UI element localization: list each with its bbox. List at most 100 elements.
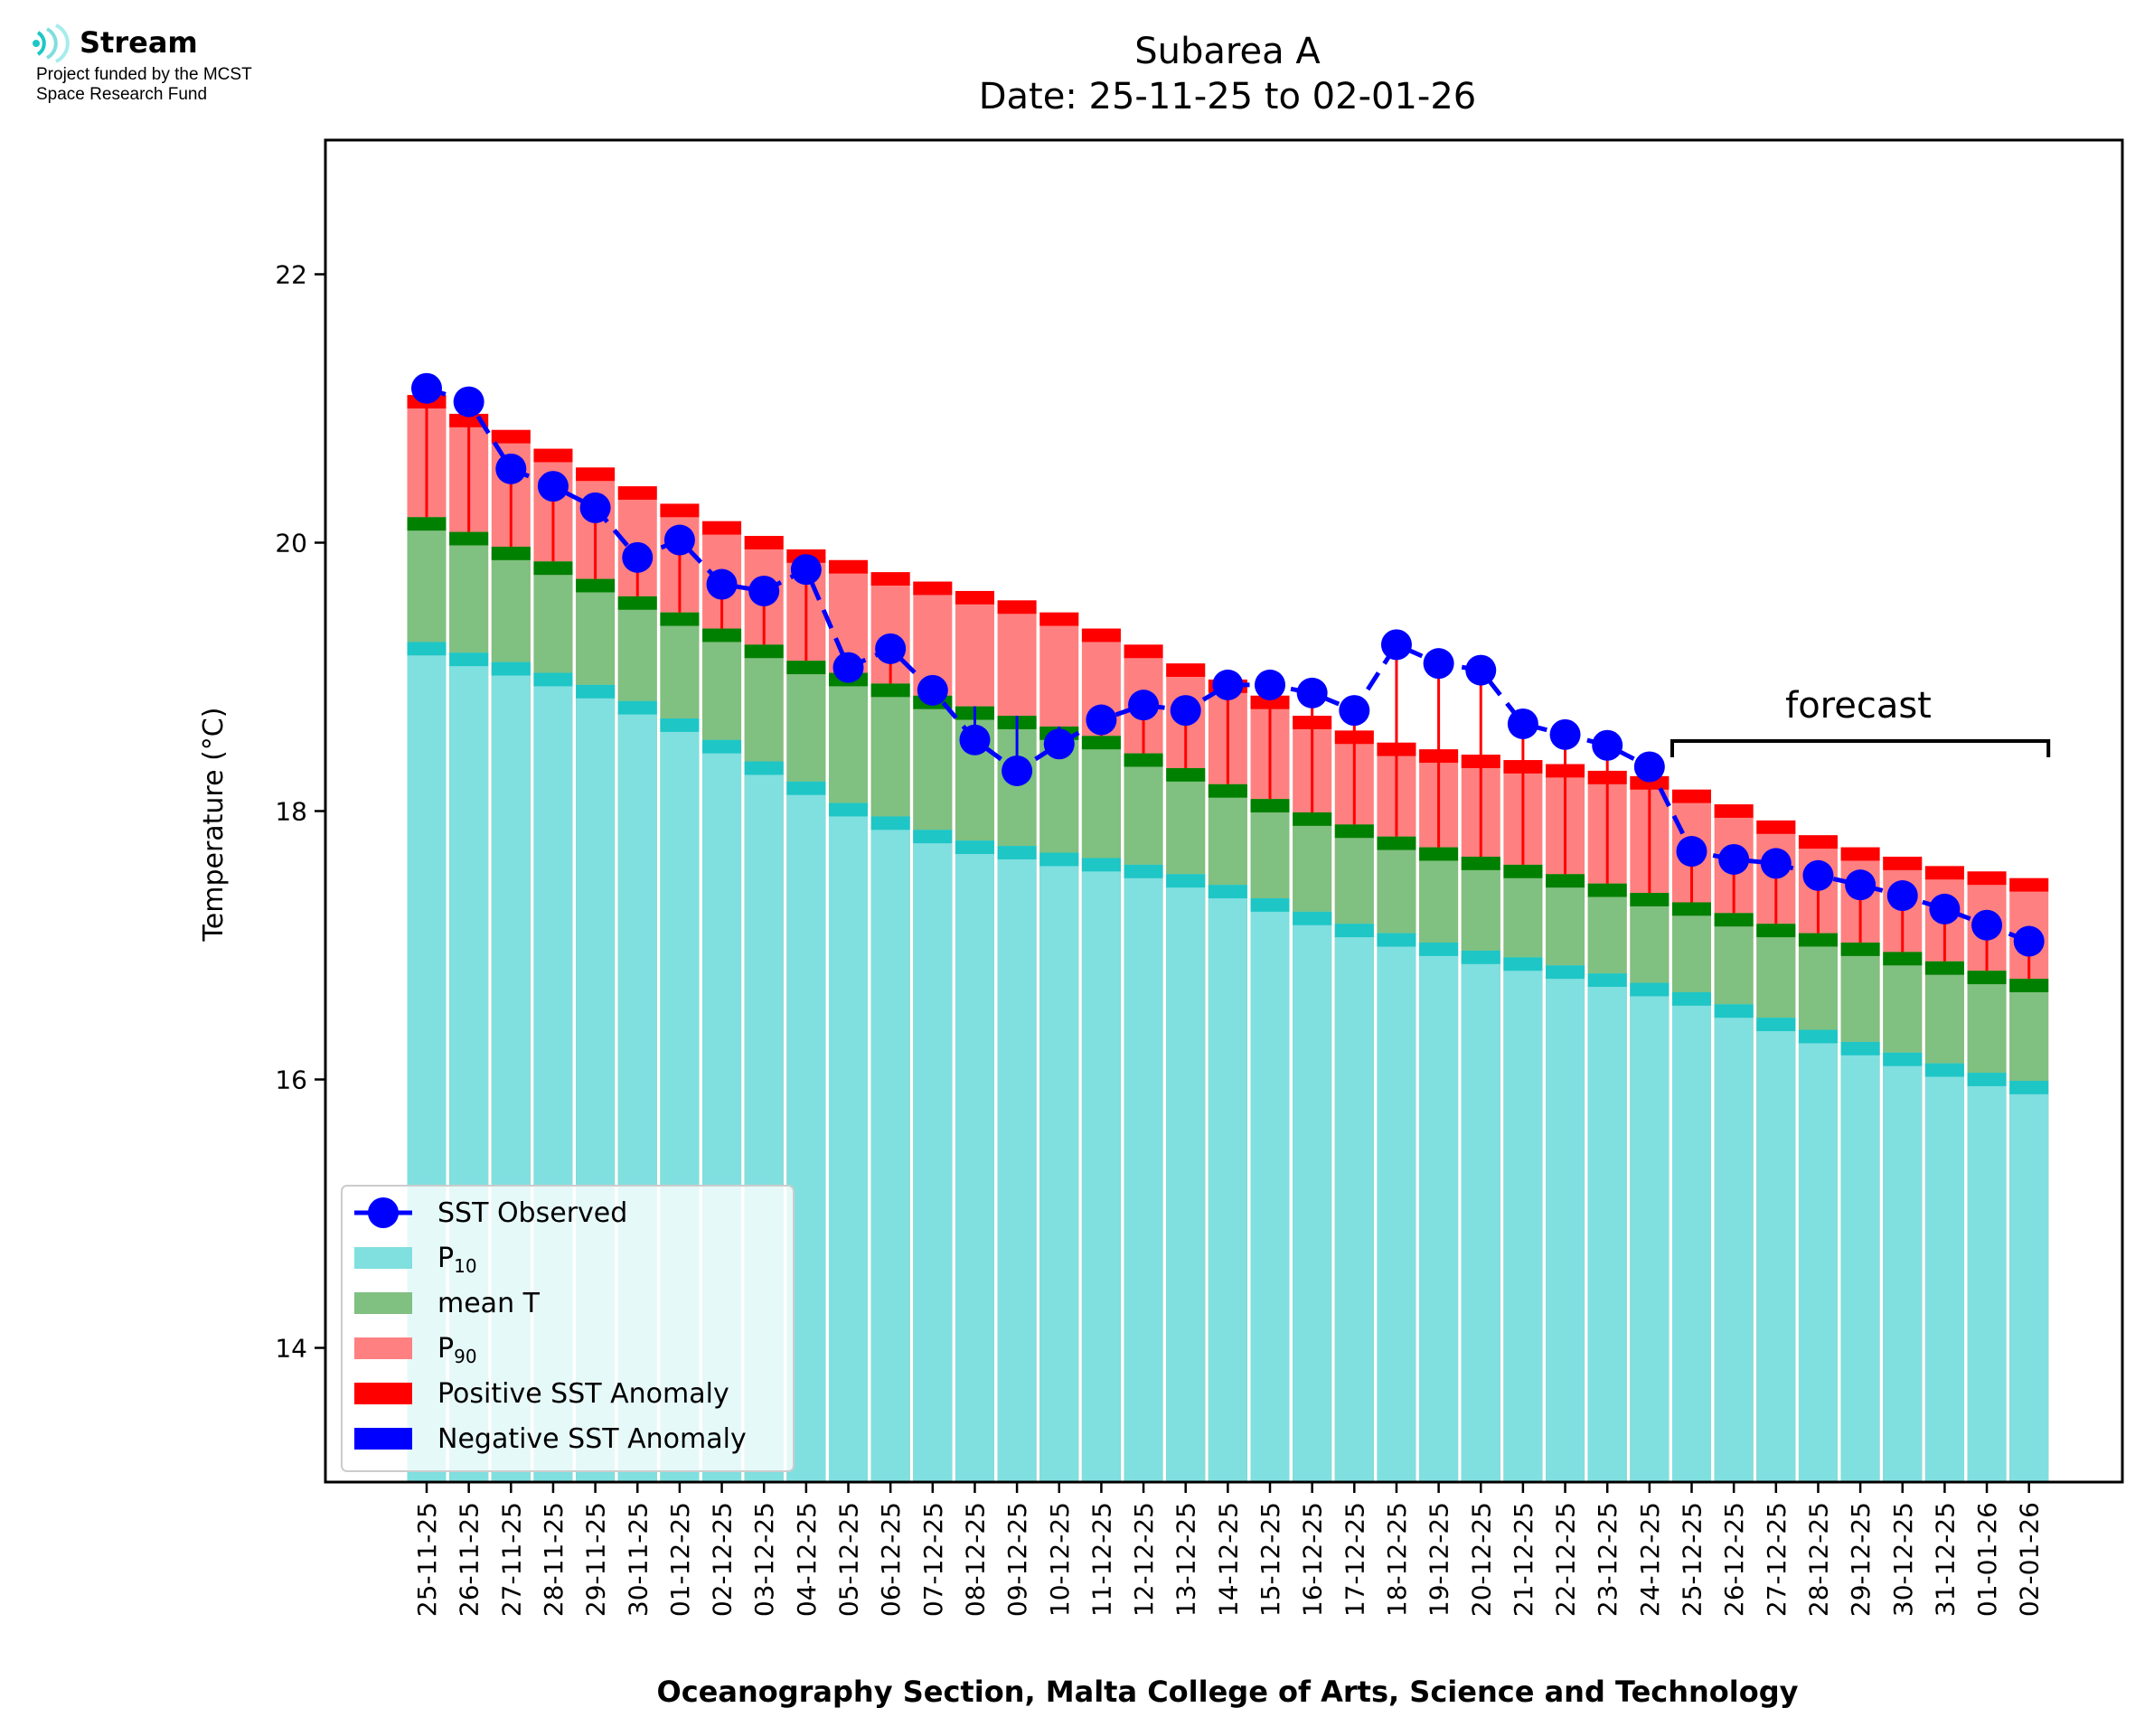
legend-label-4: Positive SST Anomaly [437, 1378, 729, 1410]
x-tick-label-07-12-25: 07-12-25 [918, 1502, 948, 1617]
bar-mean-top-29-12-25 [1840, 943, 1880, 956]
x-tick-label-11-12-25: 11-12-25 [1086, 1502, 1116, 1617]
bar-p10-top-30-11-25 [617, 700, 657, 715]
bar-p10-top-11-12-25 [1081, 858, 1121, 872]
sst-observed-point-30-11-25 [622, 541, 654, 573]
x-tick-label-03-12-25: 03-12-25 [749, 1502, 779, 1617]
bar-p10-top-21-12-25 [1503, 957, 1543, 971]
bar-p10-top-15-12-25 [1250, 898, 1290, 912]
bar-mean-top-20-12-25 [1461, 856, 1500, 870]
sst-observed-point-02-12-25 [706, 568, 738, 600]
sst-observed-point-28-11-25 [537, 471, 569, 502]
sst-observed-point-04-12-25 [790, 554, 822, 586]
y-tick-label-14: 14 [275, 1334, 307, 1364]
bar-mean-top-26-12-25 [1714, 913, 1754, 927]
sst-observed-point-05-12-25 [832, 652, 864, 683]
x-tick-label-10-12-25: 10-12-25 [1045, 1502, 1075, 1617]
bar-mean-top-26-11-25 [449, 531, 489, 546]
x-tick-label-28-12-25: 28-12-25 [1803, 1502, 1833, 1617]
bar-mean-top-24-12-25 [1630, 893, 1670, 906]
bar-p10-top-28-12-25 [1798, 1029, 1838, 1044]
y-tick-label-18: 18 [275, 797, 307, 827]
x-tick-label-02-01-26: 02-01-26 [2015, 1502, 2045, 1617]
bar-p90-top-06-12-25 [870, 572, 910, 586]
bar-mean-top-23-12-25 [1587, 883, 1627, 897]
legend-patch-4 [354, 1383, 412, 1404]
sst-observed-point-10-12-25 [1043, 728, 1075, 760]
forecast-annotation: forecast [1670, 685, 2051, 757]
bar-p10-11-12-25 [1081, 858, 1121, 1482]
sst-observed-point-30-12-25 [1886, 880, 1918, 912]
bar-p10-top-05-12-25 [829, 802, 868, 817]
logo-funding-line-2: Space Research Fund [36, 85, 208, 104]
sst-observed-point-08-12-25 [959, 724, 991, 755]
sst-observed-point-23-12-25 [1592, 729, 1623, 761]
x-tick-label-17-12-25: 17-12-25 [1340, 1502, 1369, 1617]
bar-mean-top-31-12-25 [1924, 961, 1964, 975]
bar-p90-top-07-12-25 [913, 581, 953, 596]
legend-label-0: SST Observed [437, 1197, 627, 1229]
bar-mean-top-15-12-25 [1250, 799, 1290, 812]
x-tick-label-01-01-26: 01-01-26 [1972, 1502, 2002, 1617]
bar-p10-22-12-25 [1546, 965, 1585, 1482]
bar-p10-top-22-12-25 [1546, 965, 1585, 980]
bar-p10-top-19-12-25 [1419, 943, 1459, 956]
bar-p90-top-27-11-25 [491, 429, 531, 444]
bar-p10-top-27-12-25 [1756, 1018, 1796, 1032]
logo-brand-name: Stream [80, 25, 198, 60]
x-tick-label-09-12-25: 09-12-25 [1002, 1502, 1032, 1617]
x-tick-label-29-11-25: 29-11-25 [581, 1502, 611, 1617]
x-tick-label-19-12-25: 19-12-25 [1425, 1502, 1454, 1617]
sst-observed-point-13-12-25 [1170, 695, 1201, 727]
x-tick-label-30-11-25: 30-11-25 [623, 1502, 653, 1617]
bar-mean-top-27-12-25 [1756, 924, 1796, 938]
bar-p10-16-12-25 [1293, 911, 1332, 1482]
bar-p10-top-20-12-25 [1461, 950, 1500, 964]
bar-p10-17-12-25 [1334, 924, 1374, 1482]
bar-mean-top-19-12-25 [1419, 847, 1459, 861]
bar-p90-top-01-01-26 [1967, 871, 2007, 886]
sst-observed-point-27-12-25 [1760, 848, 1792, 879]
bar-mean-top-16-12-25 [1293, 812, 1332, 826]
bar-p10-12-12-25 [1124, 864, 1163, 1482]
sst-observed-point-25-12-25 [1676, 836, 1707, 868]
sst-observed-point-28-12-25 [1802, 859, 1834, 891]
bar-p10-25-12-25 [1672, 991, 1711, 1482]
x-tick-label-22-12-25: 22-12-25 [1551, 1502, 1581, 1617]
x-axis-label: Oceanography Section, Malta College of A… [657, 1675, 1799, 1709]
bar-p90-top-02-01-26 [2009, 877, 2049, 892]
sst-observed-point-03-12-25 [748, 575, 780, 606]
sst-observed-point-02-01-26 [2013, 925, 2045, 957]
x-tick-label-27-11-25: 27-11-25 [496, 1502, 526, 1617]
sst-observed-point-19-12-25 [1423, 648, 1454, 680]
legend: SST Observed P10 mean T P90 Positive SST Ano… [341, 1185, 795, 1472]
sst-observed-point-01-12-25 [663, 524, 695, 556]
bar-p10-18-12-25 [1377, 933, 1416, 1482]
legend-patch-3 [354, 1337, 412, 1359]
bar-mean-top-17-12-25 [1334, 824, 1374, 839]
bar-mean-top-18-12-25 [1377, 836, 1416, 850]
bar-p10-14-12-25 [1208, 885, 1247, 1482]
bar-p90-top-25-12-25 [1672, 789, 1711, 803]
x-tick-label-15-12-25: 15-12-25 [1256, 1502, 1285, 1617]
legend-marker-sst-observed [368, 1197, 399, 1228]
x-tick-label-29-12-25: 29-12-25 [1846, 1502, 1876, 1617]
sst-observed-point-14-12-25 [1212, 669, 1244, 700]
bar-p10-top-01-12-25 [660, 718, 700, 732]
bar-p90-top-03-12-25 [744, 536, 784, 549]
bar-p10-05-12-25 [829, 802, 868, 1482]
bar-mean-top-25-12-25 [1672, 902, 1711, 916]
sst-observed-point-24-12-25 [1633, 751, 1665, 783]
axes-layer: 14 16 18 20 22 25-11-25 26-11-25 27-11-25 28-11-… [275, 138, 2124, 1617]
x-tick-label-02-12-25: 02-12-25 [708, 1502, 738, 1617]
y-axis-label: Temperature (°C) [198, 708, 230, 943]
bar-p10-top-26-12-25 [1714, 1004, 1754, 1018]
observed-layer [411, 372, 2045, 980]
forecast-bracket [1670, 739, 2051, 757]
bar-p10-13-12-25 [1166, 874, 1206, 1482]
logo: Stream Project funded by the MCST Space … [33, 22, 340, 121]
bar-p10-top-13-12-25 [1166, 874, 1206, 888]
bar-p10-02-01-26 [2009, 1080, 2049, 1482]
bar-p90-top-13-12-25 [1166, 663, 1206, 677]
sst-observed-point-18-12-25 [1380, 629, 1412, 661]
